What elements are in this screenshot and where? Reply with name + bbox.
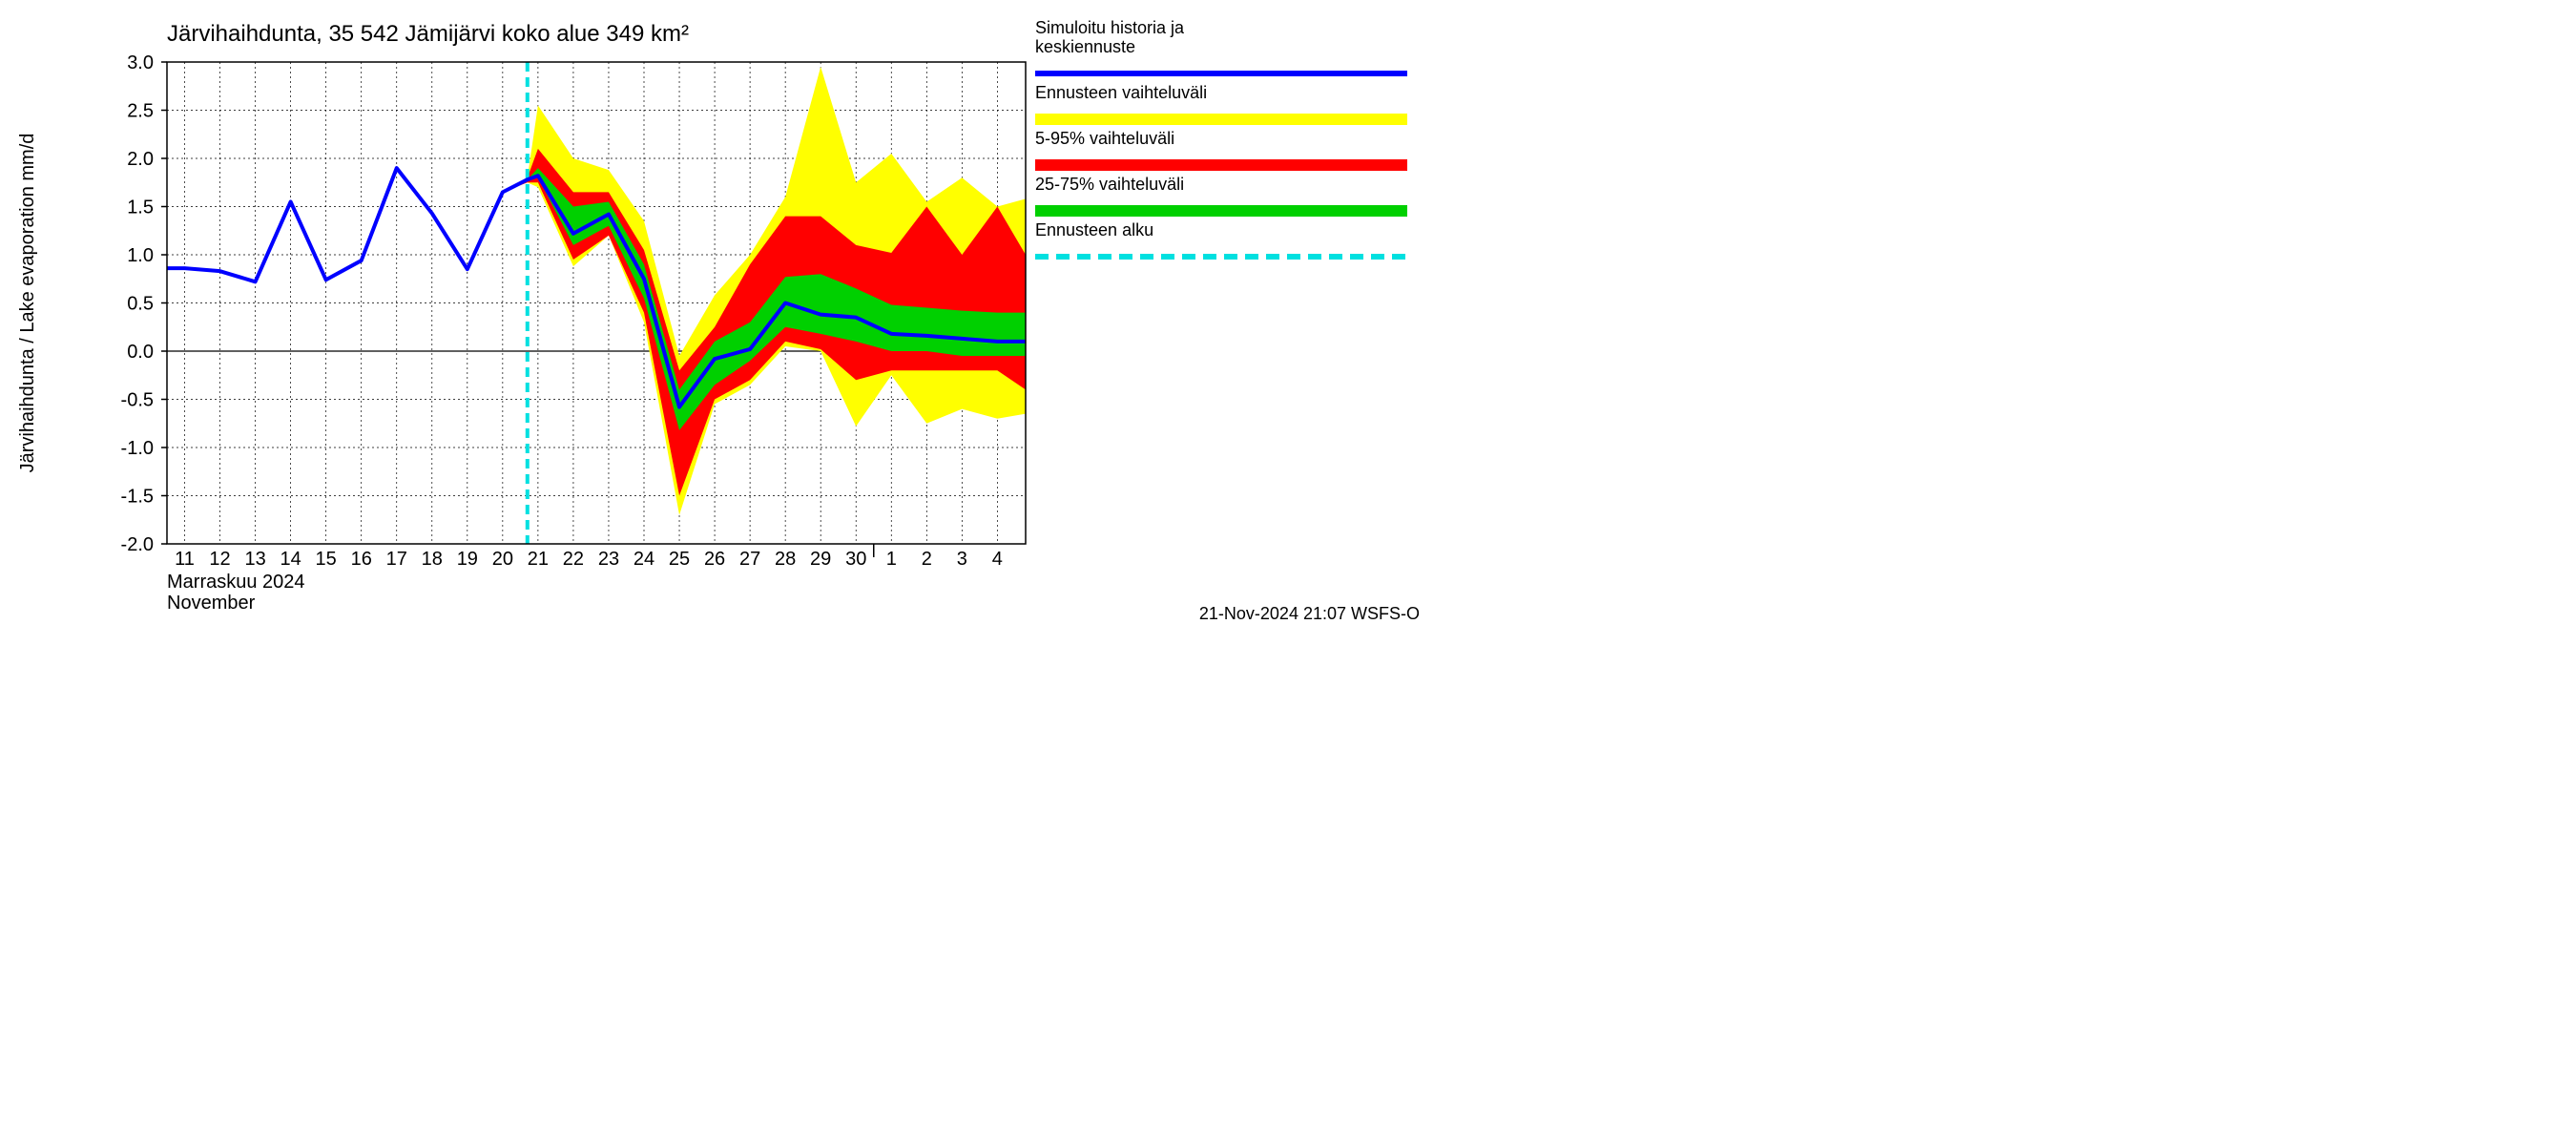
svg-text:12: 12: [209, 549, 230, 570]
svg-text:19: 19: [457, 549, 478, 570]
svg-text:-1.5: -1.5: [121, 487, 154, 508]
svg-text:25-75% vaihteluväli: 25-75% vaihteluväli: [1035, 175, 1184, 194]
svg-text:Simuloitu historia ja: Simuloitu historia ja: [1035, 18, 1185, 37]
month-label-en: November: [167, 593, 256, 614]
svg-text:3.0: 3.0: [127, 52, 154, 73]
chart-title: Järvihaihdunta, 35 542 Jämijärvi koko al…: [167, 21, 689, 47]
svg-text:30: 30: [845, 549, 866, 570]
svg-text:1.5: 1.5: [127, 198, 154, 219]
svg-text:23: 23: [598, 549, 619, 570]
svg-text:13: 13: [244, 549, 265, 570]
svg-text:16: 16: [351, 549, 372, 570]
svg-text:11: 11: [175, 549, 195, 570]
svg-text:25: 25: [669, 549, 690, 570]
svg-text:27: 27: [739, 549, 760, 570]
svg-text:3: 3: [957, 549, 967, 570]
svg-text:29: 29: [810, 549, 831, 570]
svg-text:28: 28: [775, 549, 796, 570]
svg-text:24: 24: [634, 549, 654, 570]
svg-text:5-95% vaihteluväli: 5-95% vaihteluväli: [1035, 129, 1174, 148]
y-axis-label: Järvihaihdunta / Lake evaporation mm/d: [17, 134, 38, 473]
footer-timestamp: 21-Nov-2024 21:07 WSFS-O: [1199, 604, 1420, 623]
svg-text:2: 2: [922, 549, 932, 570]
evaporation-chart: -2.0-1.5-1.0-0.50.00.51.01.52.02.53.0111…: [0, 0, 1431, 636]
svg-text:-2.0: -2.0: [121, 534, 154, 555]
svg-text:-1.0: -1.0: [121, 438, 154, 459]
svg-text:26: 26: [704, 549, 725, 570]
svg-text:Ennusteen vaihteluväli: Ennusteen vaihteluväli: [1035, 83, 1207, 102]
svg-text:4: 4: [992, 549, 1003, 570]
svg-text:Ennusteen alku: Ennusteen alku: [1035, 220, 1153, 239]
svg-text:21: 21: [528, 549, 549, 570]
svg-text:0.5: 0.5: [127, 294, 154, 315]
svg-text:22: 22: [563, 549, 584, 570]
svg-text:20: 20: [492, 549, 513, 570]
svg-text:1.0: 1.0: [127, 245, 154, 266]
month-label-fi: Marraskuu 2024: [167, 572, 305, 593]
svg-text:15: 15: [316, 549, 337, 570]
chart-container: { "title": "Järvihaihdunta, 35 542 Jämij…: [0, 0, 1431, 636]
svg-text:2.0: 2.0: [127, 149, 154, 170]
svg-text:2.5: 2.5: [127, 101, 154, 122]
svg-text:18: 18: [422, 549, 443, 570]
svg-text:14: 14: [280, 549, 301, 570]
svg-text:-0.5: -0.5: [121, 390, 154, 411]
svg-text:0.0: 0.0: [127, 342, 154, 363]
svg-text:17: 17: [386, 549, 407, 570]
svg-text:keskiennuste: keskiennuste: [1035, 37, 1135, 56]
svg-text:1: 1: [886, 549, 897, 570]
